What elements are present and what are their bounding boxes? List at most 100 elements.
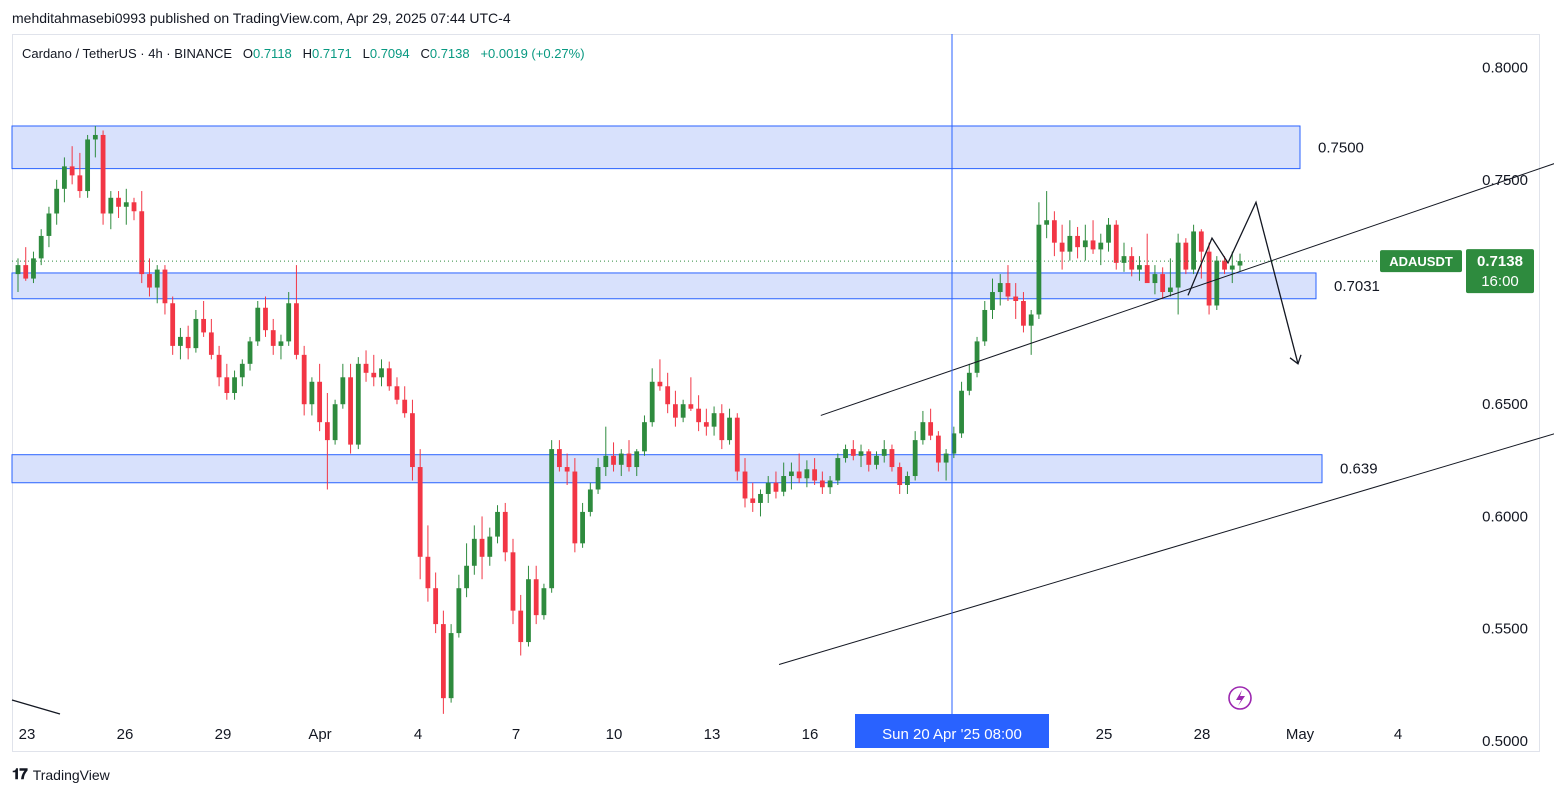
- candle-body: [727, 417, 732, 441]
- candle-body: [827, 480, 833, 488]
- candle-body: [611, 455, 616, 465]
- chart-frame: [12, 34, 1540, 752]
- zone-0: [11, 125, 1301, 170]
- candle-body: [997, 283, 1003, 293]
- candle-body: [642, 422, 647, 452]
- candle-body: [301, 354, 307, 405]
- candle-body: [935, 435, 941, 463]
- candle-body: [982, 309, 988, 342]
- candle-body: [603, 455, 609, 468]
- candle-body: [147, 274, 152, 288]
- candle-body: [959, 390, 964, 434]
- candle-body: [154, 269, 160, 288]
- candle-body: [1137, 265, 1142, 270]
- candle-body: [62, 166, 67, 189]
- candle-body: [819, 480, 825, 488]
- symbol-legend: Cardano / TetherUS · 4h · BINANCE O0.711…: [22, 46, 585, 61]
- candle-body: [673, 404, 678, 418]
- candle-body: [1167, 287, 1173, 293]
- legend-high-label: H: [302, 46, 313, 61]
- candle-body: [255, 307, 261, 342]
- legend-open-label: O: [242, 46, 253, 61]
- candle-body: [85, 139, 91, 192]
- candle-body: [92, 134, 98, 140]
- y-tick-label: 0.8000: [1482, 60, 1528, 77]
- tradingview-brand[interactable]: 𝟏𝟕 TradingView: [12, 766, 110, 783]
- candle-body: [417, 467, 423, 557]
- candle-body: [1237, 261, 1243, 266]
- candle-body: [549, 449, 555, 589]
- candle-body: [966, 372, 972, 391]
- candle-body: [495, 511, 500, 537]
- crosshair-time-label: Sun 20 Apr '25 08:00: [882, 726, 1022, 743]
- candle-body: [866, 451, 872, 465]
- candle-body: [990, 292, 995, 310]
- candle-body: [317, 381, 323, 423]
- candle-body: [804, 469, 810, 479]
- candle-body: [1051, 220, 1057, 243]
- time-axis: 23 26 29 Apr 4 7 10 13 16 25 28 May 4 Sun 20 Apr '25 …: [19, 714, 1402, 748]
- legend-symbol[interactable]: Cardano / TetherUS · 4h · BINANCE: [22, 46, 233, 61]
- candle-body: [951, 433, 957, 454]
- candle-body: [1214, 260, 1220, 306]
- candle-body: [355, 363, 361, 445]
- candle-body: [464, 565, 469, 589]
- candle-body: [781, 476, 787, 492]
- candle-body: [1028, 314, 1034, 326]
- x-tick-label: 29: [215, 726, 232, 743]
- legend-close: 0.7138: [429, 46, 470, 61]
- lightning-icon: [1228, 686, 1252, 710]
- zone-label-0: 0.7500: [1318, 139, 1364, 156]
- legend-low: 0.7094: [369, 46, 410, 61]
- candle-body: [943, 453, 949, 463]
- candle-body: [928, 422, 934, 436]
- candle-body: [185, 336, 191, 349]
- candle-body: [178, 336, 183, 346]
- candle-body: [394, 386, 400, 400]
- y-tick-label: 0.6000: [1482, 508, 1528, 525]
- candle-body: [1013, 296, 1019, 302]
- candle-body: [201, 318, 207, 333]
- candle-body: [595, 467, 601, 490]
- candle-body: [1183, 242, 1189, 270]
- candle-body: [758, 493, 763, 503]
- candle-body: [100, 134, 106, 214]
- candle-body: [626, 453, 632, 468]
- x-tick-label: 25: [1096, 726, 1113, 743]
- candle-body: [1144, 265, 1150, 284]
- y-tick-label: 0.7500: [1482, 172, 1528, 189]
- candle-body: [587, 489, 593, 512]
- candle-body: [1067, 235, 1073, 252]
- candle-body: [510, 552, 516, 611]
- countdown-text: 16:00: [1481, 273, 1519, 290]
- legend-low-label: L: [362, 46, 370, 61]
- candle-body: [711, 413, 717, 427]
- legend-change: +0.0019 (+0.27%): [480, 46, 585, 61]
- candle-body: [69, 166, 75, 176]
- candle-body: [162, 269, 168, 304]
- candle-body: [765, 482, 771, 494]
- candle-body: [77, 175, 83, 192]
- candle-body: [773, 482, 779, 492]
- candle-body: [139, 211, 145, 275]
- candle-body: [386, 368, 392, 387]
- candle-body: [502, 511, 508, 553]
- candle-body: [1152, 274, 1158, 284]
- candle-body: [286, 303, 292, 342]
- candle-body: [719, 413, 725, 441]
- candle-body: [38, 235, 44, 259]
- candle-body: [1160, 274, 1166, 293]
- candle-body: [1059, 242, 1065, 252]
- x-tick-label: 26: [117, 726, 134, 743]
- drawing-lines: [11, 163, 1554, 715]
- y-tick-label: 0.5000: [1482, 733, 1528, 750]
- projection-path: [1187, 200, 1299, 364]
- candle-body: [123, 202, 129, 207]
- candle-body: [657, 381, 663, 387]
- candle-body: [881, 449, 887, 456]
- candle-body: [371, 372, 377, 378]
- candle-body: [15, 265, 21, 275]
- candle-body: [1206, 251, 1212, 306]
- candle-body: [1044, 220, 1050, 225]
